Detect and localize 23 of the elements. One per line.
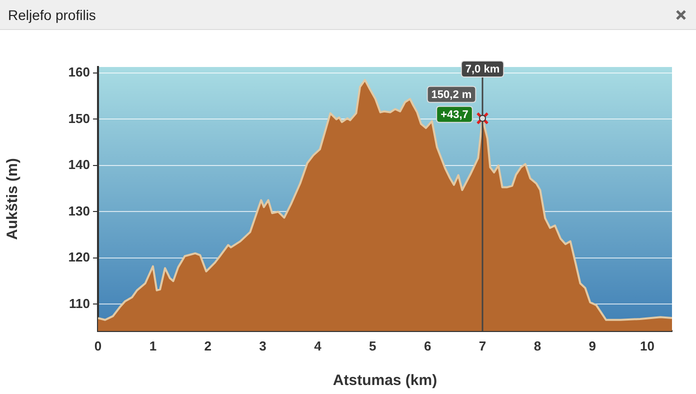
x-tick-label: 3 (259, 338, 266, 354)
y-tick-label: 150 (68, 110, 90, 126)
chart-title: Reljefo profilis (8, 6, 96, 22)
x-tick-label: 8 (534, 338, 542, 354)
x-tick-label: 6 (424, 338, 432, 354)
x-tick-label: 4 (314, 338, 322, 354)
y-tick-label: 140 (68, 157, 90, 172)
x-tick-label: 10 (640, 338, 655, 354)
x-tick-label: 9 (588, 338, 596, 354)
x-axis-title: Atstumas (km) (332, 372, 438, 390)
x-tick-label: 1 (149, 338, 157, 354)
annotation: 150,2 m (431, 88, 472, 101)
ref-line-label: 7,0 km (465, 64, 500, 76)
x-tick-label: 5 (369, 338, 376, 354)
y-tick-label: 130 (68, 203, 90, 218)
x-tick-label: 7 (478, 338, 486, 354)
y-axis-title: Aukštis (m) (4, 158, 22, 240)
y-tick-label: 120 (68, 250, 90, 265)
y-tick-label: 160 (68, 64, 90, 80)
annotation: +43,7 (440, 108, 468, 121)
y-tick-label: 110 (69, 296, 90, 311)
x-tick-label: 0 (94, 338, 102, 354)
x-tick-label: 2 (204, 338, 212, 354)
